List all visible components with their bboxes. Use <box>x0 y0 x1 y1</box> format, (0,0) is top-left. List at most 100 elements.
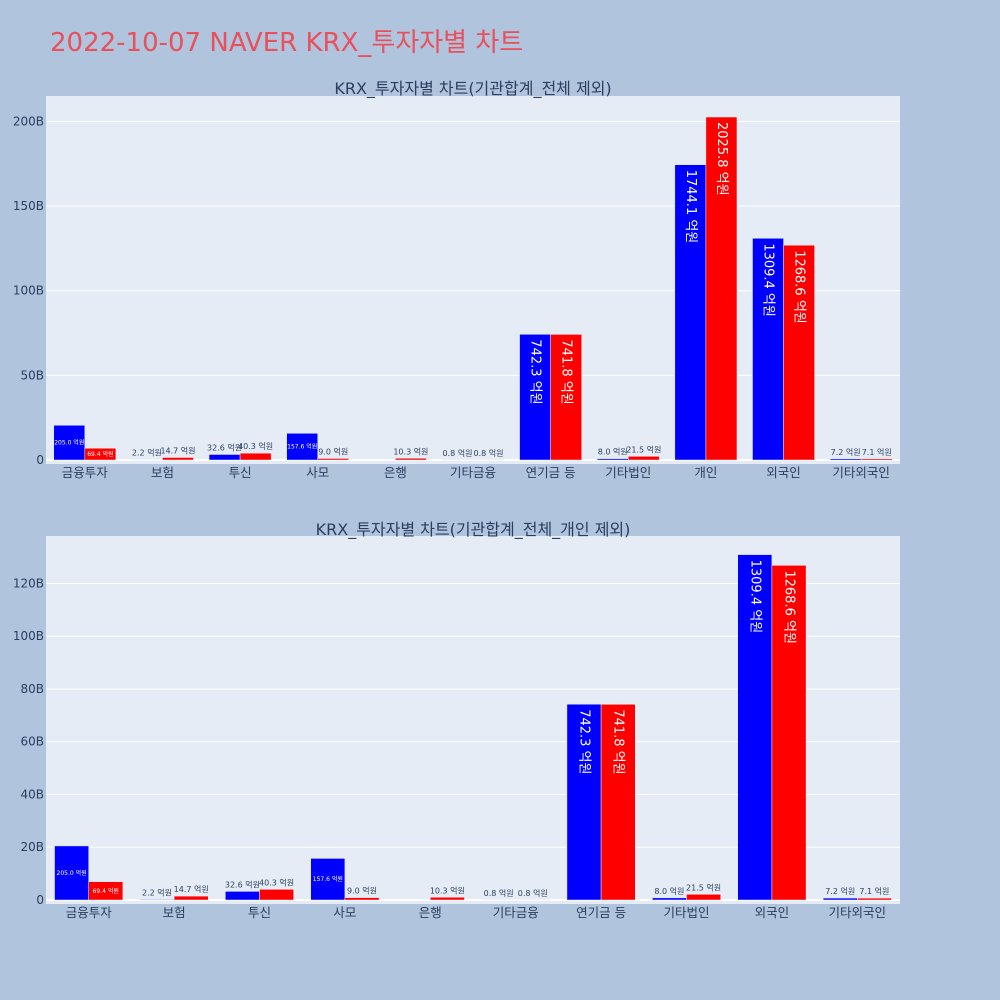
bar-label: 1309.4 억원 <box>747 560 762 634</box>
bar-label: 2.2 억원 <box>132 448 162 458</box>
bar-red <box>162 457 194 461</box>
y-tick-label: 0 <box>36 893 44 907</box>
page-title: 2022-10-07 NAVER KRX_투자자별 차트 <box>50 28 524 58</box>
bar-red <box>550 334 582 461</box>
x-tick-label: 투신 <box>248 905 271 920</box>
x-tick-label: 금융투자 <box>66 905 113 920</box>
y-tick-label: 0 <box>36 453 44 467</box>
bar-label: 0.8 억원 <box>484 888 514 898</box>
chart-title: KRX_투자자별 차트(기관합계_전체 제외) <box>334 79 611 99</box>
bar-blue <box>310 858 346 901</box>
bar-red <box>430 897 465 901</box>
bar-label: 14.7 억원 <box>174 884 209 894</box>
bar-label: 69.4 억원 <box>87 450 113 458</box>
bar-label: 7.1 억원 <box>859 886 889 896</box>
x-tick-label: 보험 <box>163 905 186 920</box>
bar-label: 1744.1 억원 <box>683 170 698 244</box>
bar-red <box>860 458 893 461</box>
bar-blue <box>566 703 602 901</box>
x-tick-label: 연기금 등 <box>526 465 576 480</box>
x-tick-label: 사모 <box>306 465 329 480</box>
bar-label: 205.0 억원 <box>54 439 84 447</box>
bar-label: 32.6 억원 <box>225 879 260 889</box>
bar-blue <box>652 897 687 901</box>
y-tick-label: 40B <box>20 787 44 801</box>
bar-label: 14.7 억원 <box>160 446 195 456</box>
bar-label: 0.8 억원 <box>442 448 472 458</box>
bar-red <box>600 704 636 901</box>
x-tick-label: 사모 <box>333 905 356 920</box>
bar-blue <box>737 554 773 901</box>
bar-label: 40.3 억원 <box>259 877 294 887</box>
bar-blue <box>54 845 89 901</box>
bar-label: 741.8 억원 <box>559 339 574 404</box>
bar-label: 7.1 억원 <box>862 447 892 457</box>
bar-label: 2.2 억원 <box>142 887 172 897</box>
bar-blue <box>53 425 86 461</box>
bar-red <box>783 244 815 461</box>
bar-label: 742.3 억원 <box>528 339 543 404</box>
bar-label: 205.0 억원 <box>57 869 87 877</box>
y-tick-label: 20B <box>20 840 44 854</box>
bar-blue <box>752 238 784 461</box>
bar-label: 157.6 억원 <box>287 443 317 451</box>
x-tick-label: 투신 <box>229 465 252 480</box>
x-tick-label: 금융투자 <box>62 465 109 480</box>
x-tick-label: 기타법인 <box>663 905 709 920</box>
bar-label: 10.3 억원 <box>393 446 428 456</box>
bar-red <box>344 897 380 901</box>
bar-red <box>628 456 660 461</box>
bar-label: 741.8 억원 <box>611 709 626 774</box>
bar-blue <box>596 458 629 461</box>
x-tick-label: 은행 <box>419 905 442 920</box>
x-tick-label: 은행 <box>384 465 407 480</box>
bar-blue <box>674 164 707 461</box>
bar-red <box>771 565 807 901</box>
bar-red <box>395 458 427 461</box>
bar-label: 32.6 억원 <box>207 442 242 452</box>
x-tick-label: 기타금융 <box>493 905 539 920</box>
x-tick-label: 연기금 등 <box>576 905 626 920</box>
bar-label: 157.6 억원 <box>313 875 343 883</box>
y-tick-label: 50B <box>20 368 44 382</box>
bar-red <box>88 881 124 901</box>
bar-red <box>317 458 350 461</box>
bar-red <box>686 894 721 901</box>
bar-label: 1268.6 억원 <box>781 570 796 644</box>
bar-blue <box>286 433 318 461</box>
x-tick-label: 기타외국인 <box>829 905 887 920</box>
bar-label: 1309.4 억원 <box>761 243 776 317</box>
x-tick-label: 보험 <box>151 465 174 480</box>
y-tick-label: 80B <box>20 682 44 696</box>
bar-label: 10.3 억원 <box>430 885 465 895</box>
y-tick-label: 60B <box>20 735 44 749</box>
chart-bottom: KRX_투자자별 차트(기관합계_전체_개인 제외) 0 20B 40B 60B 80B 1… <box>13 520 900 920</box>
bar-label: 8.0 억원 <box>654 886 684 896</box>
x-tick-label: 개인 <box>694 465 717 480</box>
bar-label: 1268.6 억원 <box>792 250 807 324</box>
y-tick-label: 200B <box>13 114 44 128</box>
bar-label: 9.0 억원 <box>318 446 348 456</box>
y-tick-label: 120B <box>13 576 44 590</box>
x-tick-label: 기타법인 <box>605 465 651 480</box>
bar-label: 0.8 억원 <box>518 888 548 898</box>
bar-red <box>705 116 738 461</box>
bar-blue <box>139 899 175 901</box>
bar-blue <box>822 897 858 901</box>
x-tick-label: 외국인 <box>755 905 790 920</box>
bar-label: 21.5 억원 <box>626 444 661 454</box>
bar-label: 69.4 억원 <box>93 887 119 895</box>
bar-label: 742.3 억원 <box>577 709 592 774</box>
x-tick-label: 기타금융 <box>450 465 496 480</box>
bar-label: 2025.8 억원 <box>714 122 729 196</box>
y-tick-label: 100B <box>13 629 44 643</box>
bar-red <box>239 452 272 461</box>
bar-blue <box>225 891 260 901</box>
bar-label: 21.5 억원 <box>686 882 721 892</box>
bar-label: 0.8 억원 <box>474 448 504 458</box>
bar-red <box>259 889 294 901</box>
bar-red <box>857 897 892 901</box>
bar-blue <box>829 458 862 461</box>
x-tick-label: 외국인 <box>766 465 801 480</box>
bar-label: 7.2 억원 <box>825 886 855 896</box>
